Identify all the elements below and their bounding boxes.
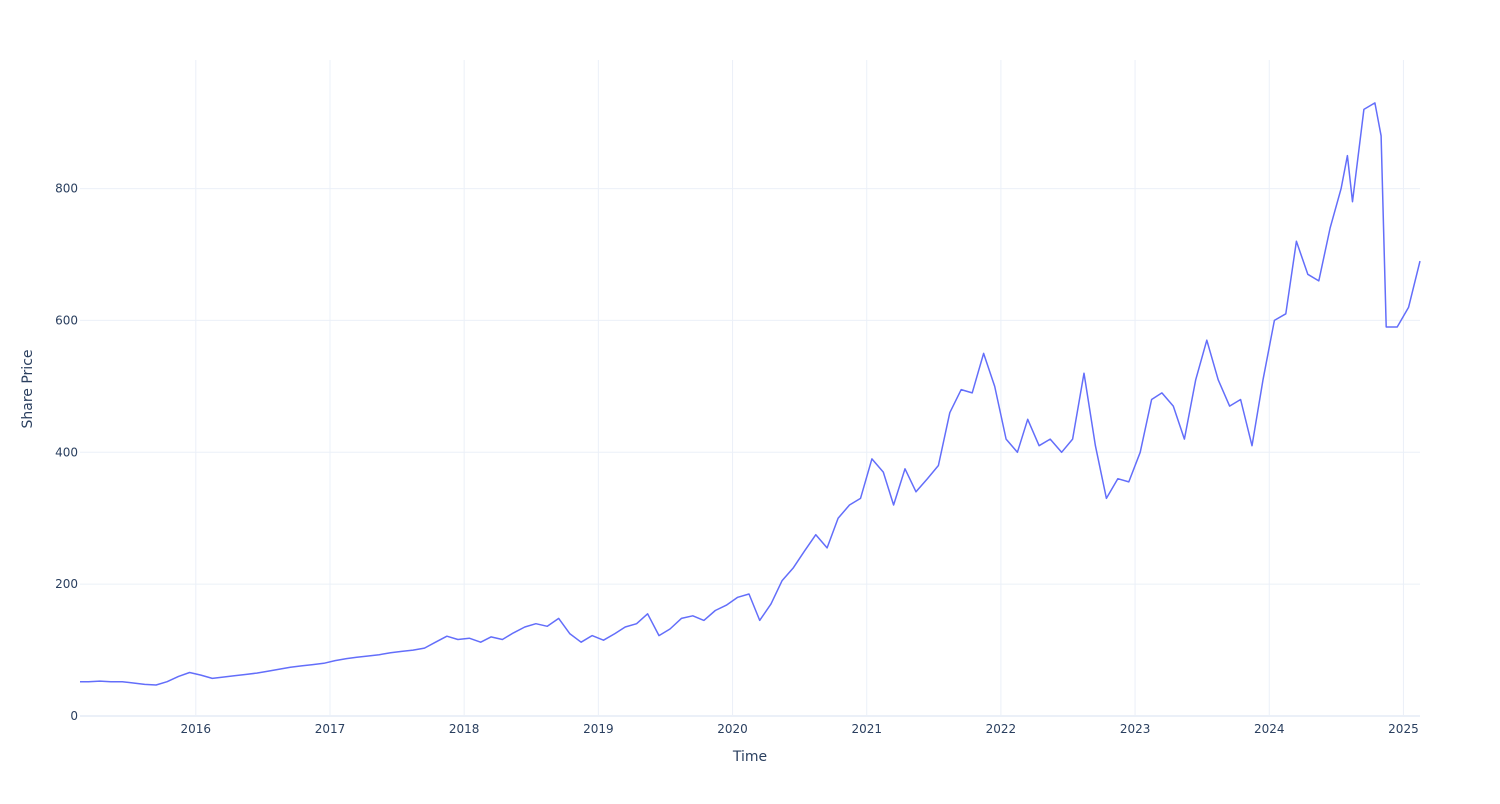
x-axis-title: Time	[732, 749, 767, 765]
x-tick-label: 2016	[181, 722, 212, 736]
y-tick-label: 200	[55, 577, 78, 591]
x-tick-label: 2019	[583, 722, 614, 736]
x-tick-labels: 2016 2017 2018 2019 2020 2021 2022 2023 2024 2025	[181, 722, 1419, 736]
y-tick-label: 800	[55, 182, 78, 196]
y-tick-label: 0	[70, 709, 78, 723]
y-tick-label: 600	[55, 313, 78, 327]
x-tick-label: 2023	[1120, 722, 1151, 736]
x-tick-label: 2018	[449, 722, 480, 736]
x-tick-label: 2017	[315, 722, 346, 736]
y-tick-labels: 0 200 400 600 800	[55, 182, 78, 723]
y-axis-title: Share Price	[20, 349, 36, 428]
x-tick-label: 2020	[717, 722, 748, 736]
grid	[80, 60, 1420, 716]
x-tick-label: 2024	[1254, 722, 1285, 736]
x-tick-label: 2025	[1388, 722, 1419, 736]
share-price-line	[80, 102, 1421, 686]
x-tick-label: 2022	[986, 722, 1017, 736]
x-tick-label: 2021	[851, 722, 882, 736]
y-tick-label: 400	[55, 445, 78, 459]
